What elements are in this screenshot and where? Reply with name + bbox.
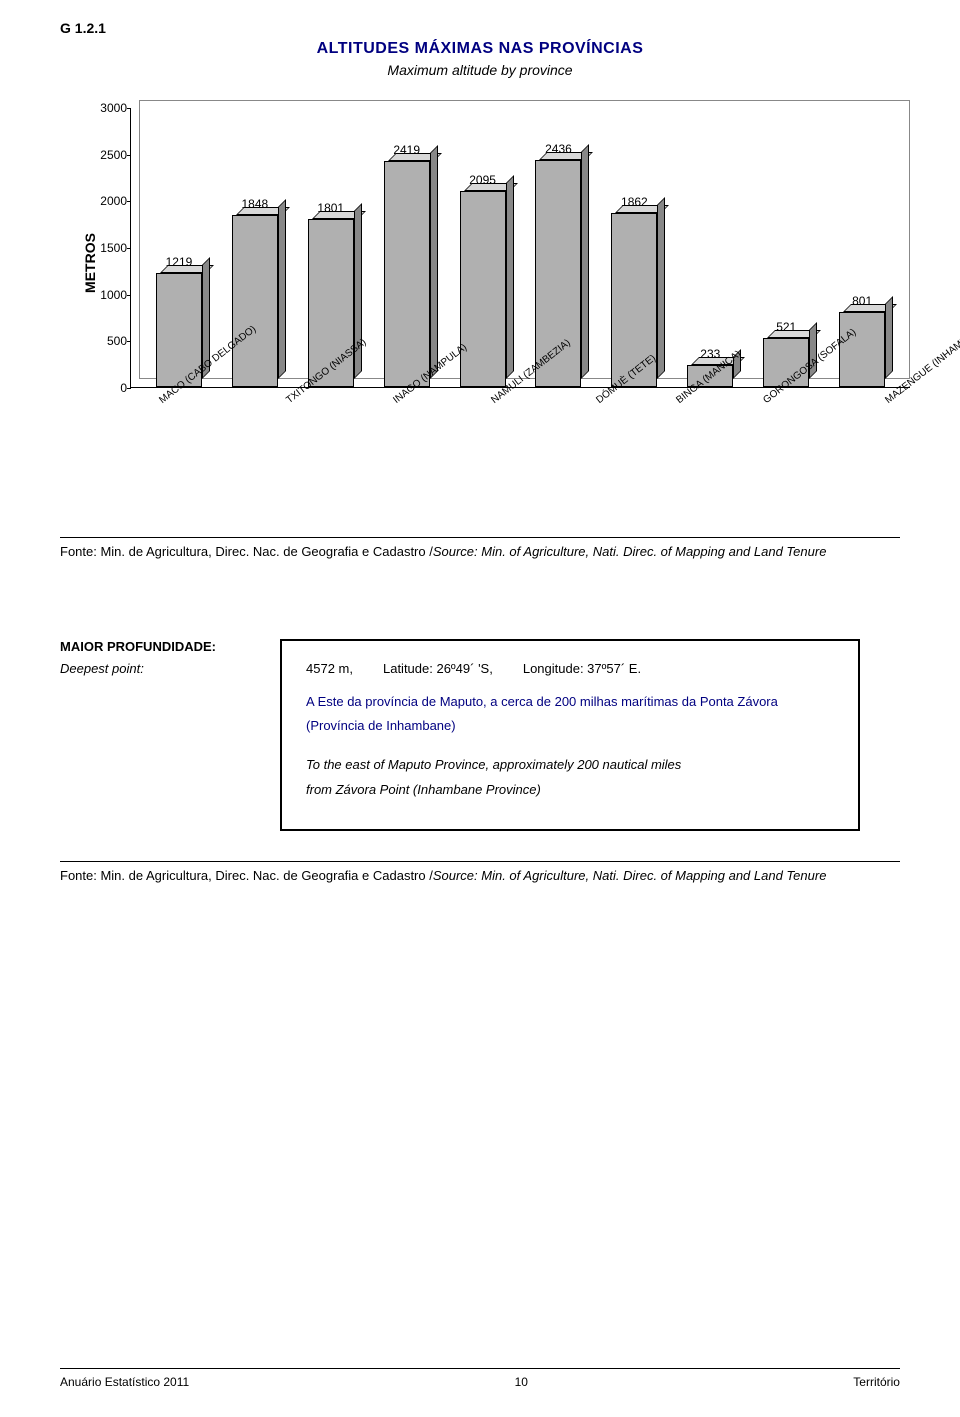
grid-tick <box>127 295 131 296</box>
source-note-2: Fonte: Min. de Agricultura, Direc. Nac. … <box>60 868 900 883</box>
footer-left: Anuário Estatístico 2011 <box>60 1375 189 1389</box>
source-prefix: Fonte: Min. de Agricultura, Direc. Nac. … <box>60 868 433 883</box>
deepest-desc-en-2: from Závora Point (Inhambane Province) <box>306 780 834 801</box>
grid-tick <box>127 248 131 249</box>
bar-chart: METROS 121918481801241920952436186223352… <box>90 108 900 417</box>
chart-title: ALTITUDES MÁXIMAS NAS PROVÍNCIAS <box>60 40 900 58</box>
bar-value-label: 2095 <box>460 173 506 187</box>
divider <box>60 861 900 862</box>
y-tick-label: 500 <box>89 334 127 348</box>
bar-side <box>657 197 665 379</box>
grid-tick <box>127 155 131 156</box>
grid-tick <box>127 108 131 109</box>
source-prefix: Fonte: Min. de Agricultura, Direc. Nac. … <box>60 544 433 559</box>
page-footer: Anuário Estatístico 2011 10 Território <box>60 1368 900 1389</box>
footer-right: Território <box>853 1375 900 1389</box>
x-axis-labels: MACO (CABO DELGADO)TXITONGO (NIASSA)INAG… <box>130 388 910 417</box>
deepest-label-en: Deepest point: <box>60 661 144 676</box>
chart-subtitle: Maximum altitude by province <box>60 62 900 78</box>
bar-front <box>460 191 506 387</box>
y-tick-label: 2000 <box>89 194 127 208</box>
bar-side <box>278 199 286 379</box>
grid-tick <box>127 341 131 342</box>
y-tick-label: 0 <box>89 381 127 395</box>
source-italic: Source: Min. of Agriculture, Nati. Direc… <box>433 868 827 883</box>
bar-value-label: 801 <box>839 294 885 308</box>
bar-front <box>232 215 278 387</box>
deepest-desc-pt-1: A Este da província de Maputo, a cerca d… <box>306 692 834 712</box>
deepest-header: MAIOR PROFUNDIDADE: Deepest point: <box>60 639 900 675</box>
bar-value-label: 1219 <box>156 255 202 269</box>
y-tick-label: 3000 <box>89 101 127 115</box>
bar: 2095 <box>460 191 506 387</box>
bar: 1848 <box>232 215 278 387</box>
grid-tick <box>127 201 131 202</box>
bar-value-label: 2419 <box>384 143 430 157</box>
bar-value-label: 1801 <box>308 201 354 215</box>
deepest-desc-pt-2: (Província de Inhambane) <box>306 716 834 736</box>
bar-value-label: 521 <box>763 320 809 334</box>
bar-value-label: 2436 <box>535 142 581 156</box>
divider <box>60 537 900 538</box>
deepest-label: MAIOR PROFUNDIDADE: <box>60 639 216 654</box>
bar-value-label: 1848 <box>232 197 278 211</box>
y-tick-label: 1000 <box>89 288 127 302</box>
page-code: G 1.2.1 <box>60 20 900 36</box>
y-tick-label: 1500 <box>89 241 127 255</box>
deepest-desc-en-1: To the east of Maputo Province, approxim… <box>306 755 834 776</box>
bars-container: 1219184818012419209524361862233521801 <box>131 108 910 387</box>
y-tick-label: 2500 <box>89 148 127 162</box>
footer-page-number: 10 <box>515 1375 528 1389</box>
bar-side <box>581 144 589 379</box>
bar-side <box>506 175 514 379</box>
chart-plot-area: 1219184818012419209524361862233521801 05… <box>130 108 910 388</box>
source-italic: Source: Min. of Agriculture, Nati. Direc… <box>433 544 827 559</box>
bar-value-label: 1862 <box>611 195 657 209</box>
source-note-1: Fonte: Min. de Agricultura, Direc. Nac. … <box>60 544 900 559</box>
bar-slot: 1848 <box>217 215 293 387</box>
